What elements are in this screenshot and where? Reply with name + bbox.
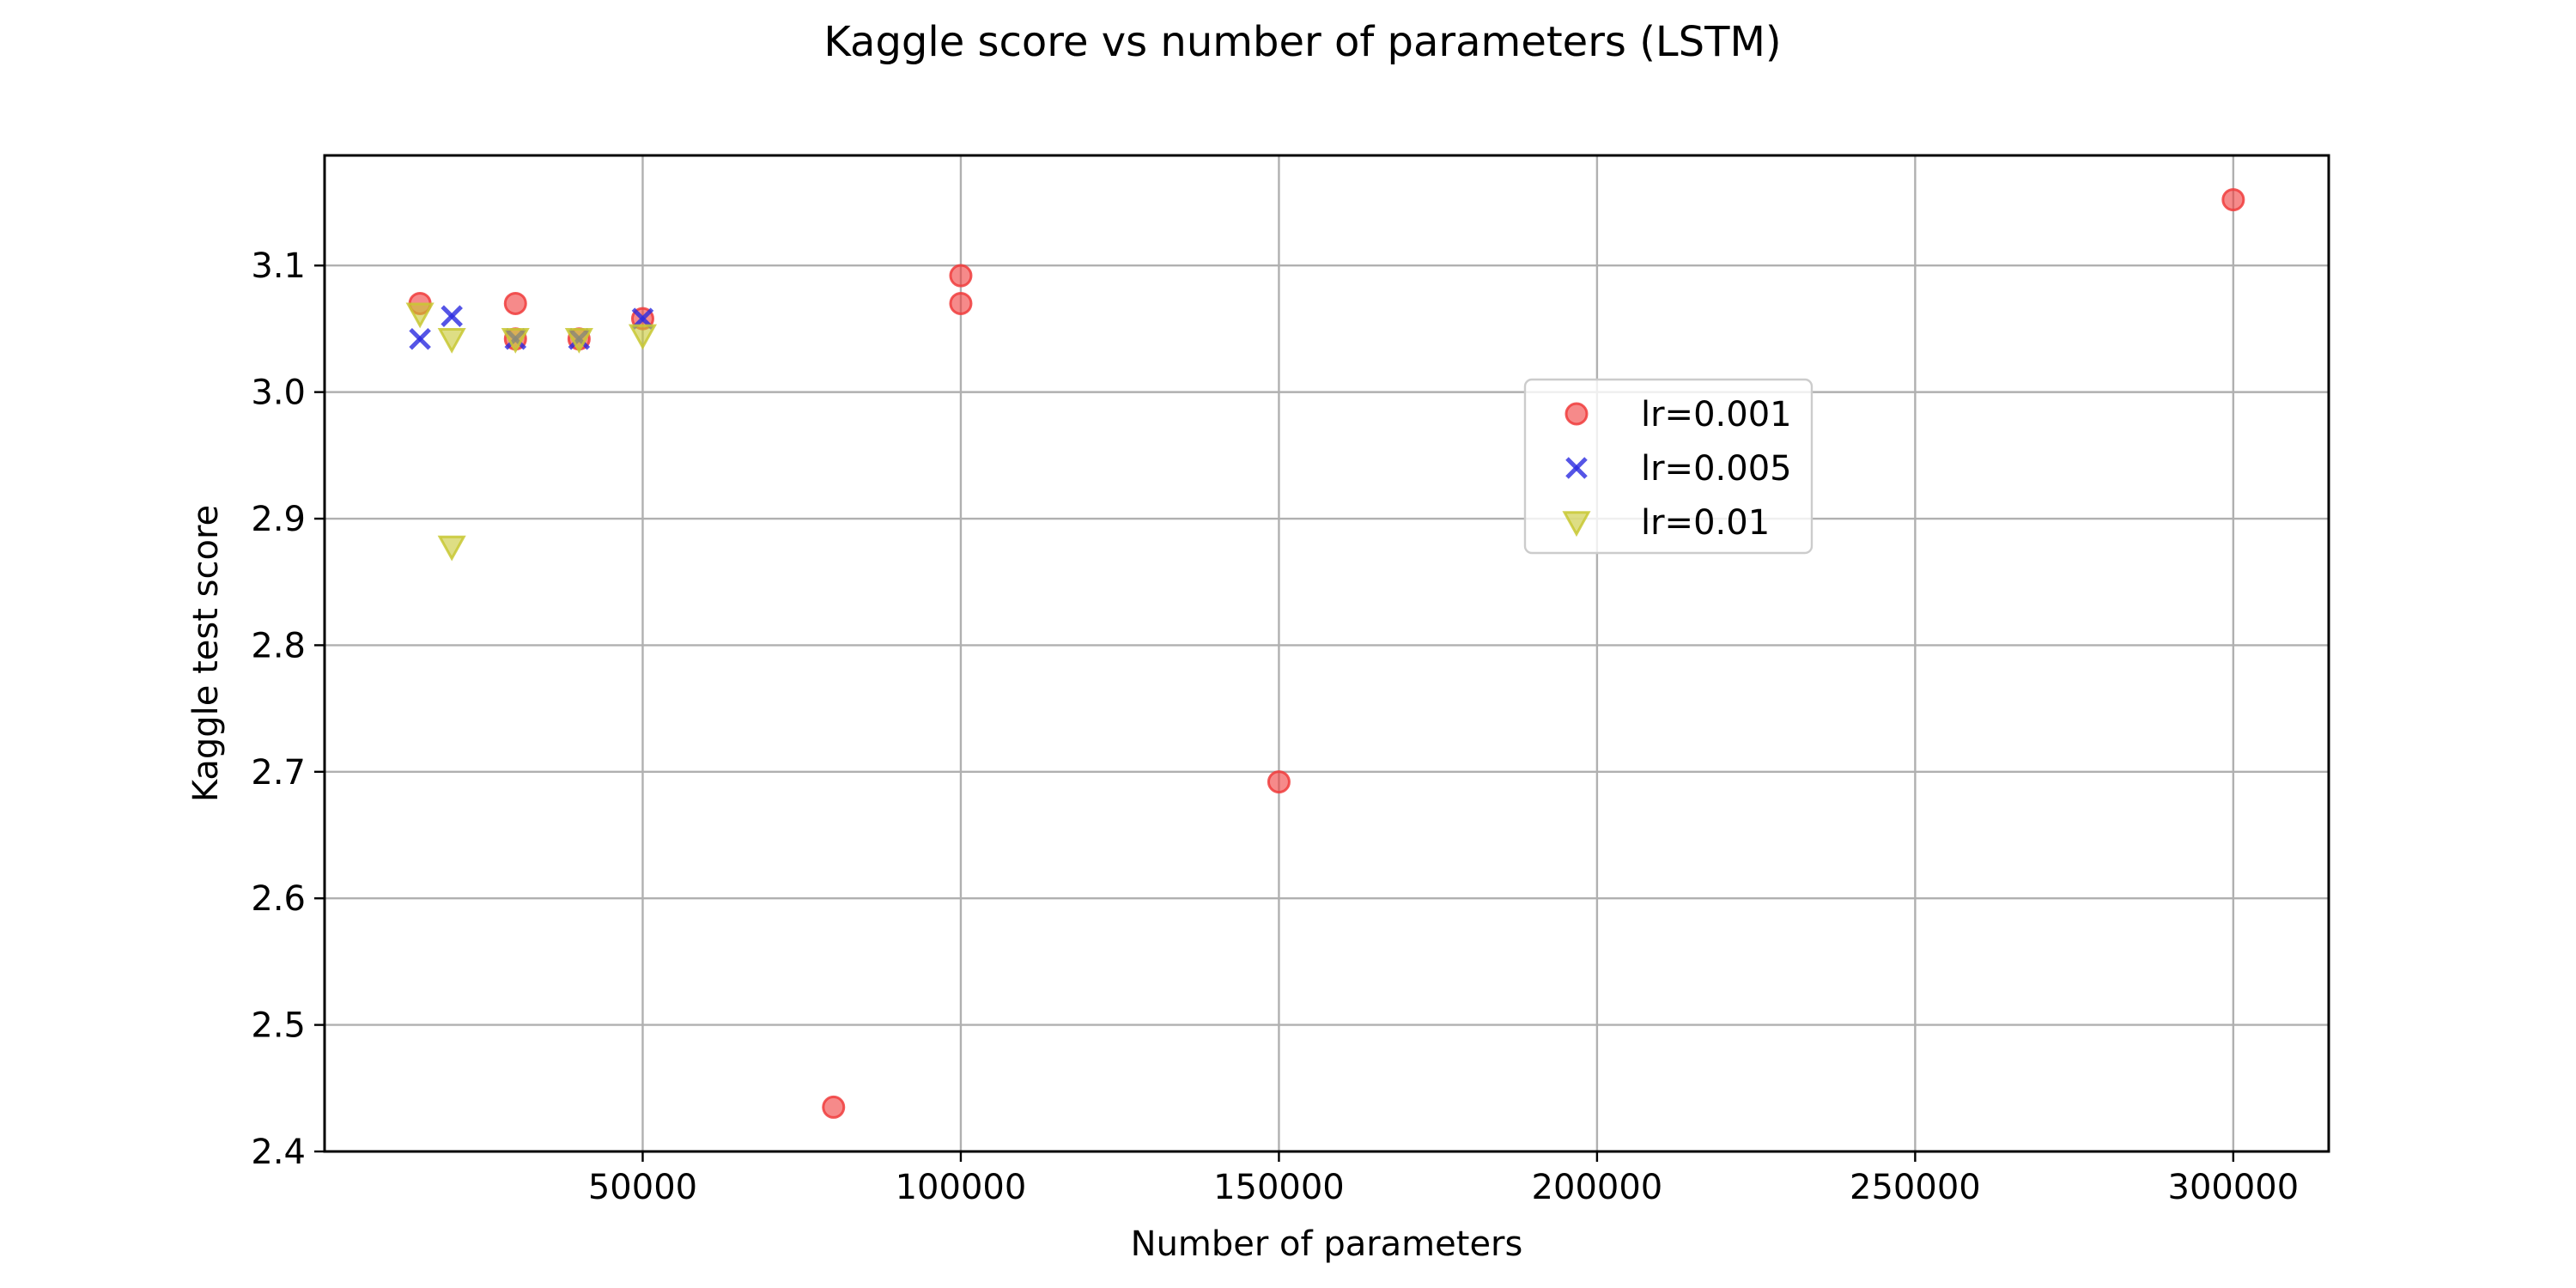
- data-point: [437, 328, 466, 354]
- data-point: [628, 324, 658, 350]
- y-tick-label: 2.4: [251, 1133, 306, 1172]
- legend-label: lr=0.001: [1641, 395, 1792, 434]
- data-point: [501, 328, 530, 354]
- x-tick-label: 200000: [1532, 1168, 1663, 1207]
- y-tick-label: 2.7: [251, 753, 306, 793]
- data-point: [822, 1095, 846, 1119]
- data-points: [405, 188, 2245, 1119]
- data-point: [949, 264, 973, 288]
- data-point: [2221, 188, 2245, 212]
- x-marker-stroke: [1565, 457, 1588, 479]
- data-point: [409, 327, 431, 350]
- data-point: [405, 302, 434, 329]
- y-tick-label: 3.1: [251, 246, 306, 286]
- legend-marker: [1562, 511, 1591, 538]
- chart-title: Kaggle score vs number of parameters (LS…: [823, 18, 1781, 66]
- x-axis-ticks: 50000 100000 150000 200000 250000 300000: [588, 1151, 2299, 1207]
- x-tick-label: 50000: [588, 1168, 697, 1207]
- legend-marker: [1564, 402, 1589, 426]
- legend: lr=0.001 lr=0.005 lr=0.01: [1523, 378, 1814, 555]
- grid: [325, 155, 2329, 1153]
- legend-label: lr=0.01: [1641, 503, 1770, 543]
- x-tick-label: 150000: [1213, 1168, 1345, 1207]
- y-tick-label: 3.0: [251, 374, 306, 413]
- data-point: [437, 535, 466, 562]
- y-tick-label: 2.9: [251, 500, 306, 539]
- plot-frame: [323, 154, 2330, 1153]
- x-marker-stroke: [409, 327, 431, 350]
- y-tick-label: 2.5: [251, 1006, 306, 1046]
- y-axis-ticks: 2.4 2.5 2.6 2.7 2.8 2.9 3.0 3.1: [251, 246, 325, 1172]
- legend-label: lr=0.005: [1641, 449, 1792, 489]
- y-tick-label: 2.6: [251, 879, 306, 919]
- legend-box: [1523, 378, 1814, 555]
- x-tick-label: 300000: [2168, 1168, 2300, 1207]
- x-tick-label: 100000: [896, 1168, 1027, 1207]
- y-axis-label: Kaggle test score: [186, 505, 226, 802]
- data-point: [564, 328, 593, 354]
- legend-marker: [1565, 457, 1588, 479]
- x-axis-label: Number of parameters: [1131, 1224, 1523, 1264]
- data-point: [503, 291, 527, 315]
- y-tick-label: 2.8: [251, 626, 306, 665]
- data-point: [949, 291, 973, 315]
- data-point: [440, 305, 463, 327]
- data-point: [1267, 770, 1291, 794]
- x-marker-stroke: [440, 305, 463, 327]
- x-tick-label: 250000: [1850, 1168, 1981, 1207]
